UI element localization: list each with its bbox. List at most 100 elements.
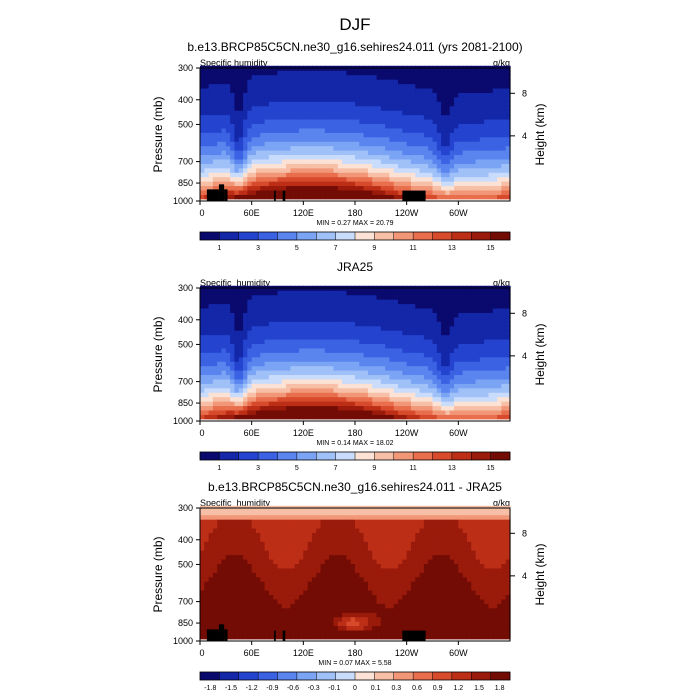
field-cell <box>264 594 270 600</box>
field-cell <box>294 101 300 107</box>
field-cell <box>221 127 227 133</box>
field-cell <box>281 158 287 164</box>
field-cell <box>251 163 257 169</box>
field-cell <box>290 127 296 133</box>
field-cell <box>247 590 253 596</box>
field-cell <box>380 87 386 93</box>
field-cell <box>311 150 317 156</box>
field-cell <box>320 378 326 384</box>
field-cell <box>273 290 279 296</box>
field-cell <box>316 176 322 182</box>
field-cell <box>385 136 391 142</box>
field-cell <box>273 307 279 313</box>
field-cell <box>294 338 300 345</box>
field-cell <box>355 365 360 371</box>
field-cell <box>281 352 287 358</box>
field-cell <box>488 101 494 107</box>
colorbar-swatch <box>258 232 278 240</box>
field-cell <box>277 307 283 313</box>
field-cell <box>337 145 343 151</box>
field-cell <box>355 356 360 362</box>
field-cell <box>303 105 309 111</box>
field-cell <box>346 392 352 398</box>
field-cell <box>479 370 485 376</box>
field-cell <box>337 167 343 173</box>
field-cell <box>376 299 382 305</box>
field-cell <box>277 383 283 389</box>
field-cell <box>247 114 253 120</box>
field-cell <box>484 154 490 160</box>
field-cell <box>406 167 412 173</box>
field-cell <box>471 356 477 362</box>
field-cell <box>247 181 253 187</box>
field-cell <box>238 70 244 76</box>
field-cell <box>329 330 335 336</box>
field-cell <box>234 514 240 520</box>
field-cell <box>320 185 326 191</box>
field-cell <box>441 290 447 296</box>
field-cell <box>376 145 382 151</box>
field-cell <box>281 307 287 313</box>
field-cell <box>243 127 248 133</box>
field-cell <box>479 132 485 138</box>
field-cell <box>200 621 205 627</box>
field-cell <box>251 405 257 411</box>
field-cell <box>436 181 442 187</box>
colorbar-swatch <box>296 452 317 460</box>
field-cell <box>221 383 227 389</box>
colorbar-swatch <box>451 232 472 240</box>
field-cell <box>350 194 356 200</box>
field-cell <box>217 612 223 618</box>
field-cell <box>363 70 369 76</box>
field-cell <box>294 325 300 331</box>
field-cell <box>436 141 442 147</box>
field-cell <box>260 598 266 604</box>
field-cell <box>423 114 429 120</box>
field-cell <box>488 150 494 156</box>
field-cell <box>243 387 248 393</box>
field-cell <box>234 347 240 353</box>
field-cell <box>342 96 347 102</box>
field-cell <box>294 343 300 349</box>
field-cell <box>488 299 494 305</box>
field-cell <box>212 541 218 547</box>
field-cell <box>299 92 304 98</box>
field-cell <box>497 290 502 296</box>
field-cell <box>475 374 481 380</box>
field-cell <box>402 392 408 398</box>
field-cell <box>286 185 292 191</box>
field-cell <box>200 590 205 596</box>
field-cell <box>208 185 214 191</box>
field-cell <box>299 352 304 358</box>
field-cell <box>462 330 468 336</box>
field-cell <box>419 396 425 402</box>
field-cell <box>316 70 322 76</box>
field-cell <box>466 338 472 345</box>
field-cell <box>268 114 274 120</box>
field-cell <box>238 132 244 138</box>
field-cell <box>479 181 485 187</box>
field-cell <box>208 145 214 151</box>
field-cell <box>200 74 205 80</box>
field-cell <box>234 352 240 358</box>
field-cell <box>260 409 266 415</box>
field-cell <box>303 392 309 398</box>
field-cell <box>255 338 261 345</box>
field-cell <box>329 105 335 111</box>
field-cell <box>221 607 227 613</box>
field-cell <box>372 347 378 353</box>
field-cell <box>303 172 309 178</box>
field-cell <box>342 325 347 331</box>
field-cell <box>273 325 279 331</box>
field-cell <box>355 118 360 125</box>
panel-title: b.e13.BRCP85C5CN.ne30_g16.sehires24.011 … <box>208 480 502 494</box>
field-cell <box>398 132 403 138</box>
figure-title: DJF <box>339 15 370 34</box>
field-cell <box>466 316 472 322</box>
field-cell <box>372 123 378 129</box>
field-cell <box>281 387 287 393</box>
field-cell <box>225 101 231 107</box>
field-cell <box>307 74 313 80</box>
field-cell <box>273 409 279 415</box>
field-cell <box>243 294 248 300</box>
